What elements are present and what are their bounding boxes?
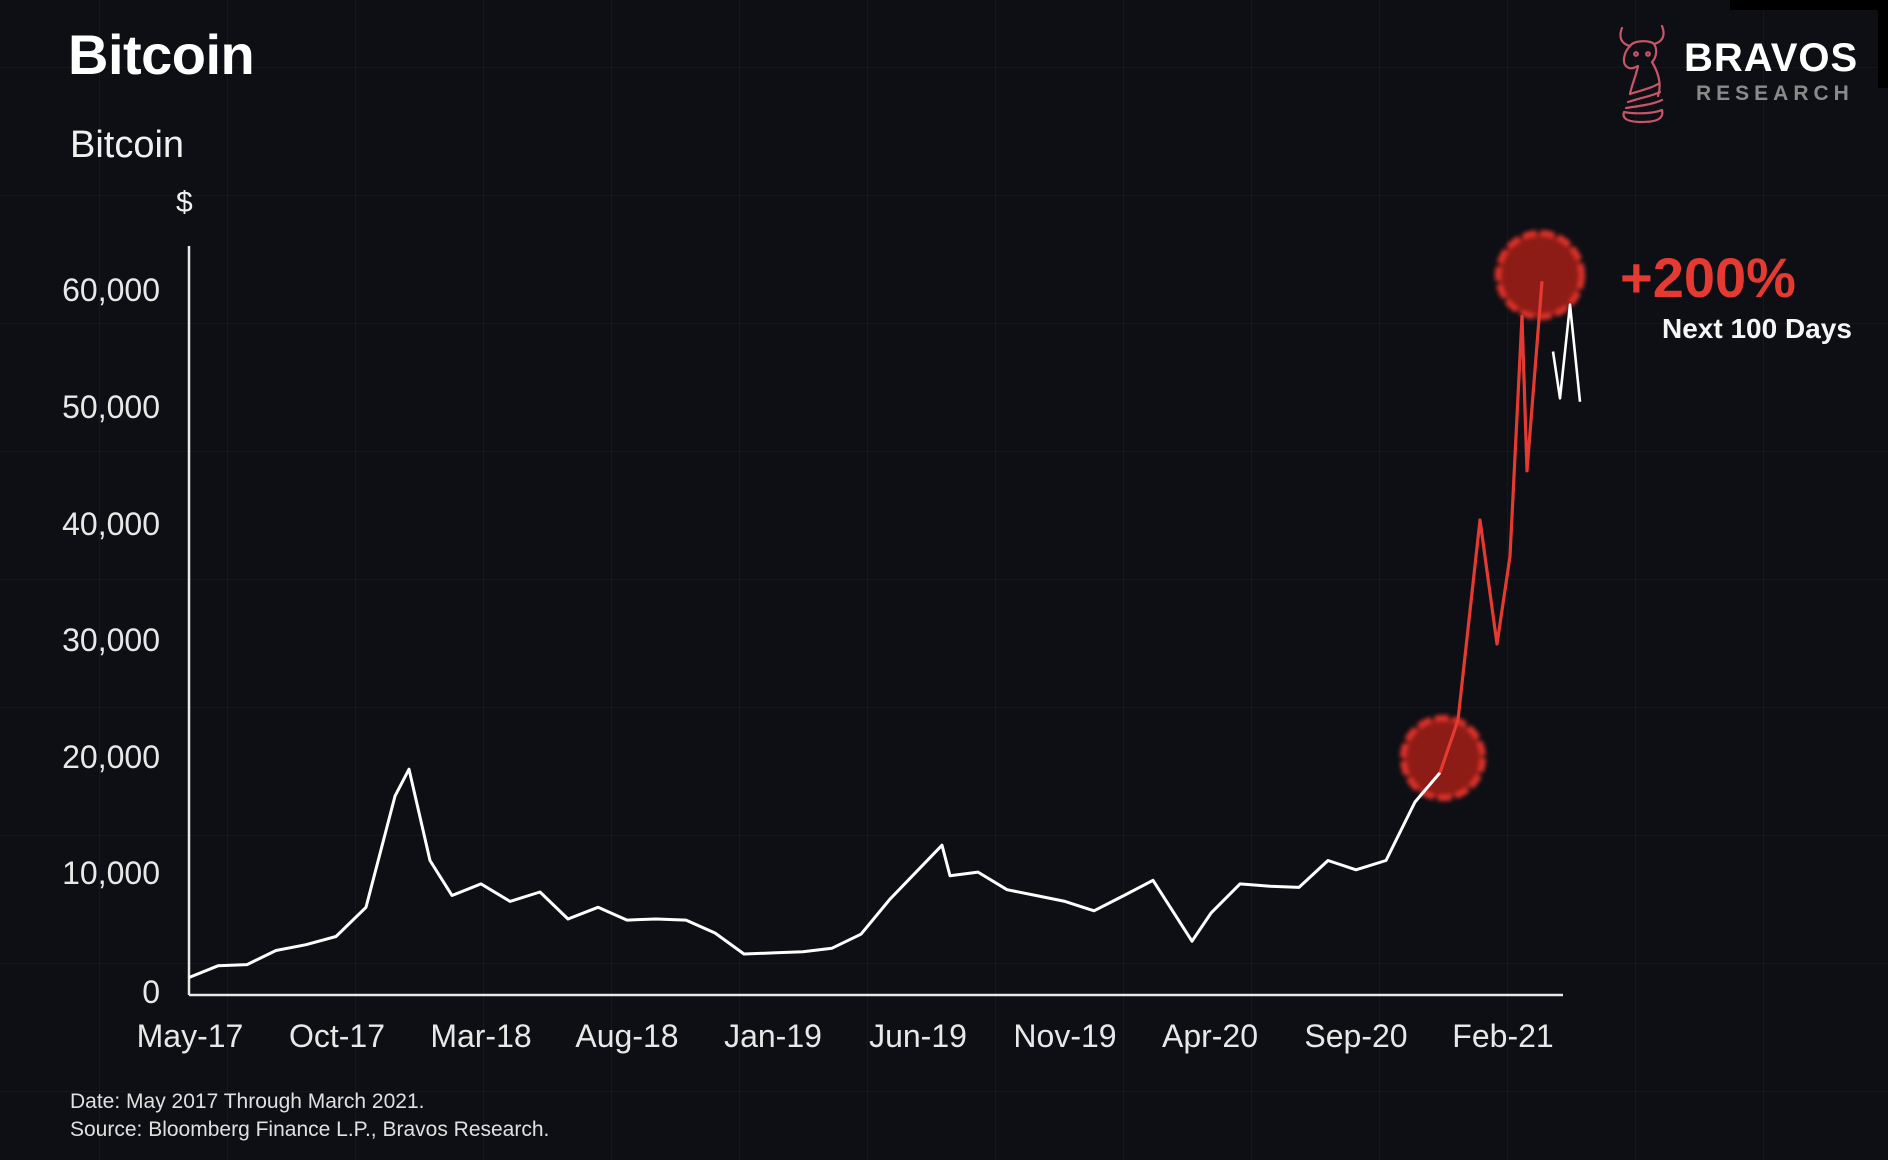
gain-annotation: +200% bbox=[1620, 246, 1796, 309]
x-tick-label: Sep-20 bbox=[1304, 1018, 1408, 1054]
price-line-white bbox=[188, 767, 1442, 979]
highlight-circle-start bbox=[1400, 715, 1486, 801]
y-tick-label: 60,000 bbox=[62, 272, 160, 308]
x-tick-label: Jun-19 bbox=[869, 1018, 967, 1054]
x-tick-label: Aug-18 bbox=[575, 1018, 679, 1054]
y-tick-label: 10,000 bbox=[62, 855, 160, 891]
y-tick-label: 40,000 bbox=[62, 506, 160, 542]
x-tick-label: Nov-19 bbox=[1013, 1018, 1117, 1054]
y-tick-label: 20,000 bbox=[62, 739, 160, 775]
price-line-tail bbox=[1551, 303, 1582, 402]
x-tick-label: May-17 bbox=[136, 1018, 244, 1054]
chart-subtitle: Bitcoin bbox=[70, 124, 185, 166]
x-tick-label: Oct-17 bbox=[288, 1018, 386, 1054]
brand-tagline: RESEARCH bbox=[1696, 82, 1854, 105]
page-title: Bitcoin bbox=[68, 23, 255, 86]
x-tick-label: Feb-21 bbox=[1452, 1018, 1554, 1054]
frame-edge bbox=[1730, 0, 1888, 10]
frame-edge bbox=[1878, 0, 1888, 88]
y-axis-unit: $ bbox=[176, 186, 193, 219]
y-tick-label: 0 bbox=[142, 974, 160, 1010]
x-tick-label: Apr-20 bbox=[1161, 1018, 1259, 1054]
price-line-highlight bbox=[1438, 281, 1544, 774]
y-tick-label: 50,000 bbox=[62, 389, 160, 425]
y-tick-label: 30,000 bbox=[62, 622, 160, 658]
x-tick-label: Mar-18 bbox=[430, 1018, 532, 1054]
brand-name: BRAVOS bbox=[1684, 36, 1859, 80]
bull-knight-icon bbox=[1619, 24, 1665, 124]
date-note: Date: May 2017 Through March 2021. bbox=[70, 1090, 425, 1113]
gain-annotation-caption: Next 100 Days bbox=[1662, 313, 1852, 344]
x-tick-label: Jan-19 bbox=[724, 1018, 822, 1054]
source-note: Source: Bloomberg Finance L.P., Bravos R… bbox=[70, 1118, 550, 1141]
